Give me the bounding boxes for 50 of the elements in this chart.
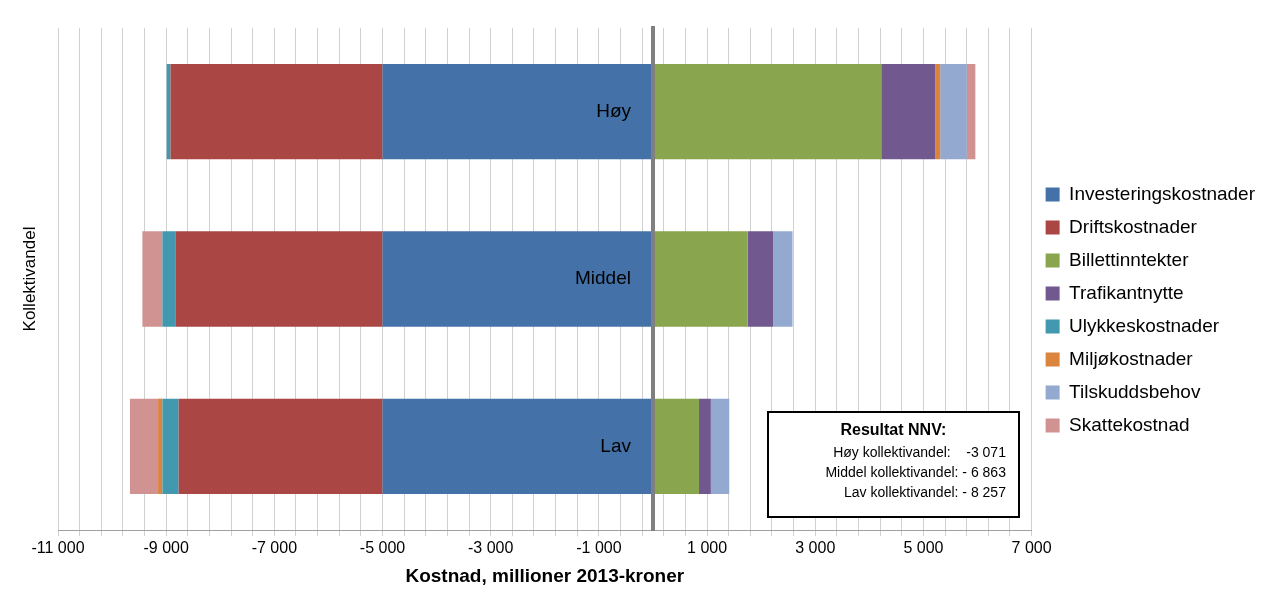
bar — [652, 398, 699, 495]
bar — [935, 63, 941, 160]
y-tick-label: Høy — [596, 99, 632, 121]
bar — [652, 63, 882, 160]
bar — [129, 398, 159, 495]
legend-label: Investeringskostnader — [1069, 182, 1256, 204]
annotation: Resultat NNV: — [839, 421, 948, 439]
bar — [966, 63, 976, 160]
bar — [162, 398, 179, 495]
x-tick-label: 7 000 — [1011, 539, 1052, 557]
bar — [747, 231, 774, 327]
x-tick-label: -9 000 — [143, 539, 189, 557]
legend-label: Ulykkeskostnader — [1069, 314, 1220, 336]
bar — [940, 63, 967, 160]
x-tick-label: -1 000 — [576, 539, 622, 557]
x-tick-label: -5 000 — [359, 539, 406, 557]
y-tick-label: Middel — [575, 267, 631, 289]
x-tick-label: 5 000 — [903, 539, 944, 557]
legend-label: Miljøkostnader — [1069, 347, 1194, 369]
bar — [773, 231, 793, 327]
bar — [162, 231, 176, 327]
bar — [382, 231, 653, 327]
legend-label: Trafikantnytte — [1069, 281, 1184, 303]
bar — [382, 398, 653, 495]
y-tick-label: Lav — [600, 434, 632, 456]
legend-label: Skattekostnad — [1069, 413, 1190, 435]
x-tick-label: 3 000 — [795, 539, 836, 557]
legend-label: Driftskostnader — [1069, 215, 1198, 237]
annotation: Høy kollektivandel: -3 071 — [832, 443, 1006, 462]
bar — [142, 231, 163, 327]
x-tick-label: -11 000 — [31, 539, 85, 557]
bar — [158, 398, 163, 495]
bar — [382, 63, 653, 160]
annotation: Lav kollektivandel: - 8 257 — [843, 483, 1006, 502]
bar — [175, 231, 383, 327]
bar — [710, 398, 730, 495]
bar — [698, 398, 711, 495]
bar — [170, 63, 383, 160]
x-axis-title: Kostnad, millioner 2013-kroner — [405, 564, 685, 586]
legend-label: Tilskuddsbehov — [1069, 380, 1201, 402]
bar — [881, 63, 936, 160]
bar — [178, 398, 383, 495]
x-tick-label: -7 000 — [251, 539, 298, 557]
x-tick-label: 1 000 — [687, 539, 728, 557]
y-axis-title: Kollektivandel — [19, 226, 39, 332]
x-tick-label: -3 000 — [468, 539, 514, 557]
bar — [166, 63, 171, 160]
legend-label: Billettinntekter — [1069, 248, 1190, 270]
bar — [652, 231, 748, 327]
annotation: Middel kollektivandel: - 6 863 — [824, 463, 1006, 482]
